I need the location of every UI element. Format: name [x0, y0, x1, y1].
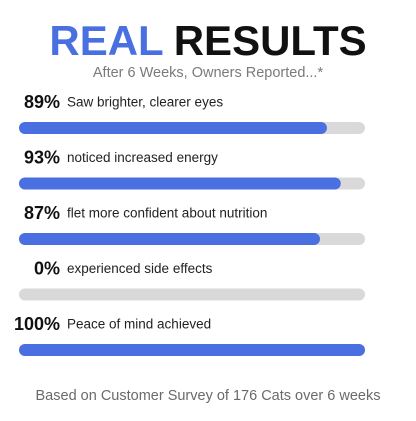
chart-title: REAL [49, 17, 163, 64]
value-label: 87% [24, 203, 60, 223]
bar [19, 122, 327, 134]
bar [19, 177, 341, 190]
value-label: 93% [24, 147, 60, 167]
category-label: Peace of mind achieved [67, 317, 211, 332]
chart-title: RESULTS [174, 17, 367, 64]
category-label: noticed increased energy [67, 150, 218, 165]
category-label: flet more confident about nutrition [67, 206, 267, 221]
bar-track [19, 288, 365, 301]
bar [19, 233, 321, 245]
category-label: Saw brighter, clearer eyes [67, 95, 223, 110]
value-label: 0% [34, 258, 60, 278]
chart-subtitle: After 6 Weeks, Owners Reported...* [93, 65, 324, 81]
category-label: experienced side effects [67, 261, 213, 276]
bar [19, 344, 365, 356]
footnote: Based on Customer Survey of 176 Cats ove… [36, 388, 381, 404]
value-label: 100% [14, 314, 60, 334]
value-label: 89% [24, 92, 60, 112]
